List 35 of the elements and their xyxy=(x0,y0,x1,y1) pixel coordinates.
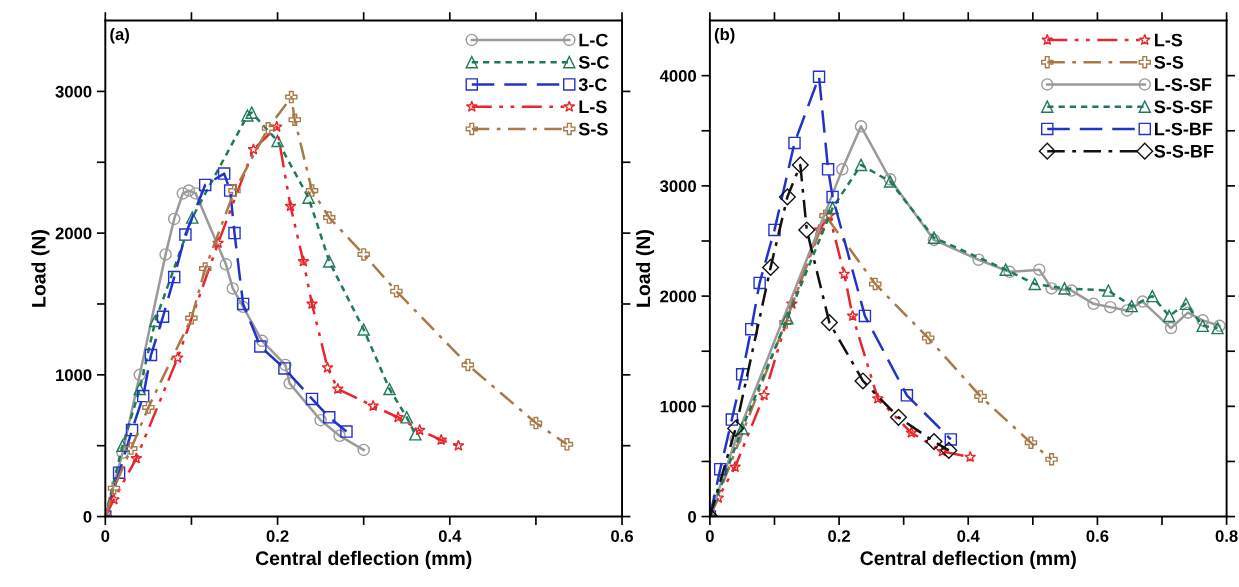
legend-label: S-S-BF xyxy=(1154,144,1214,158)
legend-label: S-S xyxy=(578,122,608,136)
x-tick-label: 0.6 xyxy=(1086,530,1109,542)
legend-label: L-S-BF xyxy=(1155,122,1213,136)
legend-label: S-S-SF xyxy=(1154,100,1213,114)
annotation: (b) xyxy=(714,27,735,44)
x-axis-title: Central deflection (mm) xyxy=(860,550,1076,569)
y-tick-label: 3000 xyxy=(55,85,92,98)
x-tick-label: 0.2 xyxy=(828,530,850,542)
y-tick-label: 2000 xyxy=(55,227,92,240)
x-tick-label: 0 xyxy=(705,530,714,542)
x-tick-label: 0.4 xyxy=(957,530,980,542)
legend-label: 3-C xyxy=(578,78,607,91)
x-axis-title: Central deflection (mm) xyxy=(255,550,472,569)
legend-label: L-S-SF xyxy=(1155,78,1212,91)
y-tick-label: 2000 xyxy=(660,290,697,303)
x-tick-label: 0.2 xyxy=(266,530,289,542)
y-tick-label: 1000 xyxy=(660,400,697,413)
legend-label: S-C xyxy=(578,55,609,69)
legend-label: L-S xyxy=(1155,33,1183,47)
y-tick-label: 3000 xyxy=(660,180,697,193)
y-tick-label: 0 xyxy=(688,510,697,523)
x-tick-label: 0 xyxy=(101,530,110,542)
legend-label: S-S xyxy=(1154,55,1184,69)
y-axis-title: Load (N) xyxy=(635,230,655,307)
annotation: (a) xyxy=(110,27,129,44)
y-tick-label: 0 xyxy=(83,510,92,523)
y-axis-title: Load (N) xyxy=(31,230,50,307)
y-tick-label: 4000 xyxy=(659,70,697,82)
y-tick-label: 1000 xyxy=(56,369,92,382)
legend-label: L-S xyxy=(579,100,607,114)
x-tick-label: 0.6 xyxy=(611,530,634,542)
x-tick-label: 0.8 xyxy=(1215,530,1238,542)
x-tick-label: 0.4 xyxy=(438,530,462,542)
legend-label: L-C xyxy=(579,33,608,47)
